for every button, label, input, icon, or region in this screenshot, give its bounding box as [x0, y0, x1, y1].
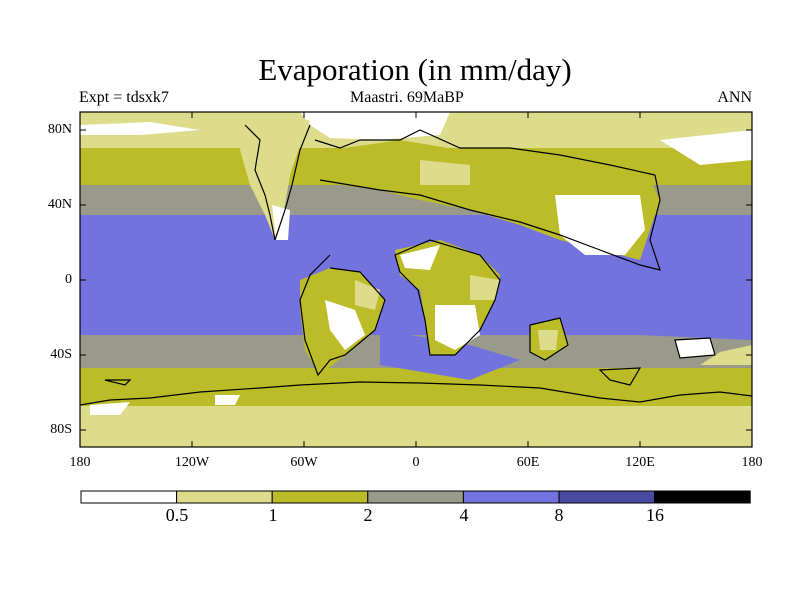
colorbar-swatch: [654, 490, 751, 504]
plot-frame: [79, 111, 753, 448]
colorbar-swatch: [558, 490, 656, 504]
chart-title: Evaporation (in mm/day): [258, 52, 572, 87]
colorbar-swatch: [271, 490, 369, 504]
period-label: Maastri. 69MaBP: [350, 89, 464, 106]
lat-tick-0: 0: [65, 272, 72, 287]
lon-tick-120e: 120E: [625, 455, 655, 470]
lat-tick-40n: 40N: [47, 197, 72, 212]
colorbar-label-4: 4: [459, 505, 469, 525]
lon-tick-180w: 180: [69, 455, 91, 470]
colorbar-swatch: [462, 490, 560, 504]
colorbar-label-8: 8: [554, 505, 564, 525]
colorbar-label-0-5: 0.5: [165, 505, 189, 525]
lon-tick-0: 0: [412, 455, 420, 470]
colorbar-swatch: [80, 490, 178, 504]
lon-tick-60e: 60E: [516, 455, 540, 470]
lat-tick-80n: 80N: [47, 122, 72, 137]
experiment-label: Expt = tdsxk7: [79, 89, 169, 106]
lon-tick-120w: 120W: [174, 455, 210, 470]
colorbar: [80, 490, 751, 504]
colorbar-label-16: 16: [646, 505, 664, 525]
map-field: [80, 112, 752, 447]
season-label: ANN: [717, 89, 752, 106]
lon-tick-180e: 180: [741, 455, 763, 470]
colorbar-swatch: [176, 490, 273, 504]
lat-tick-80s: 80S: [50, 422, 72, 437]
lat-tick-40s: 40S: [50, 347, 72, 362]
colorbar-swatch: [367, 490, 464, 504]
coastlines: [79, 124, 753, 406]
colorbar-label-2: 2: [363, 505, 373, 525]
colorbar-label-1: 1: [268, 505, 278, 525]
lon-tick-60w: 60W: [290, 455, 318, 470]
